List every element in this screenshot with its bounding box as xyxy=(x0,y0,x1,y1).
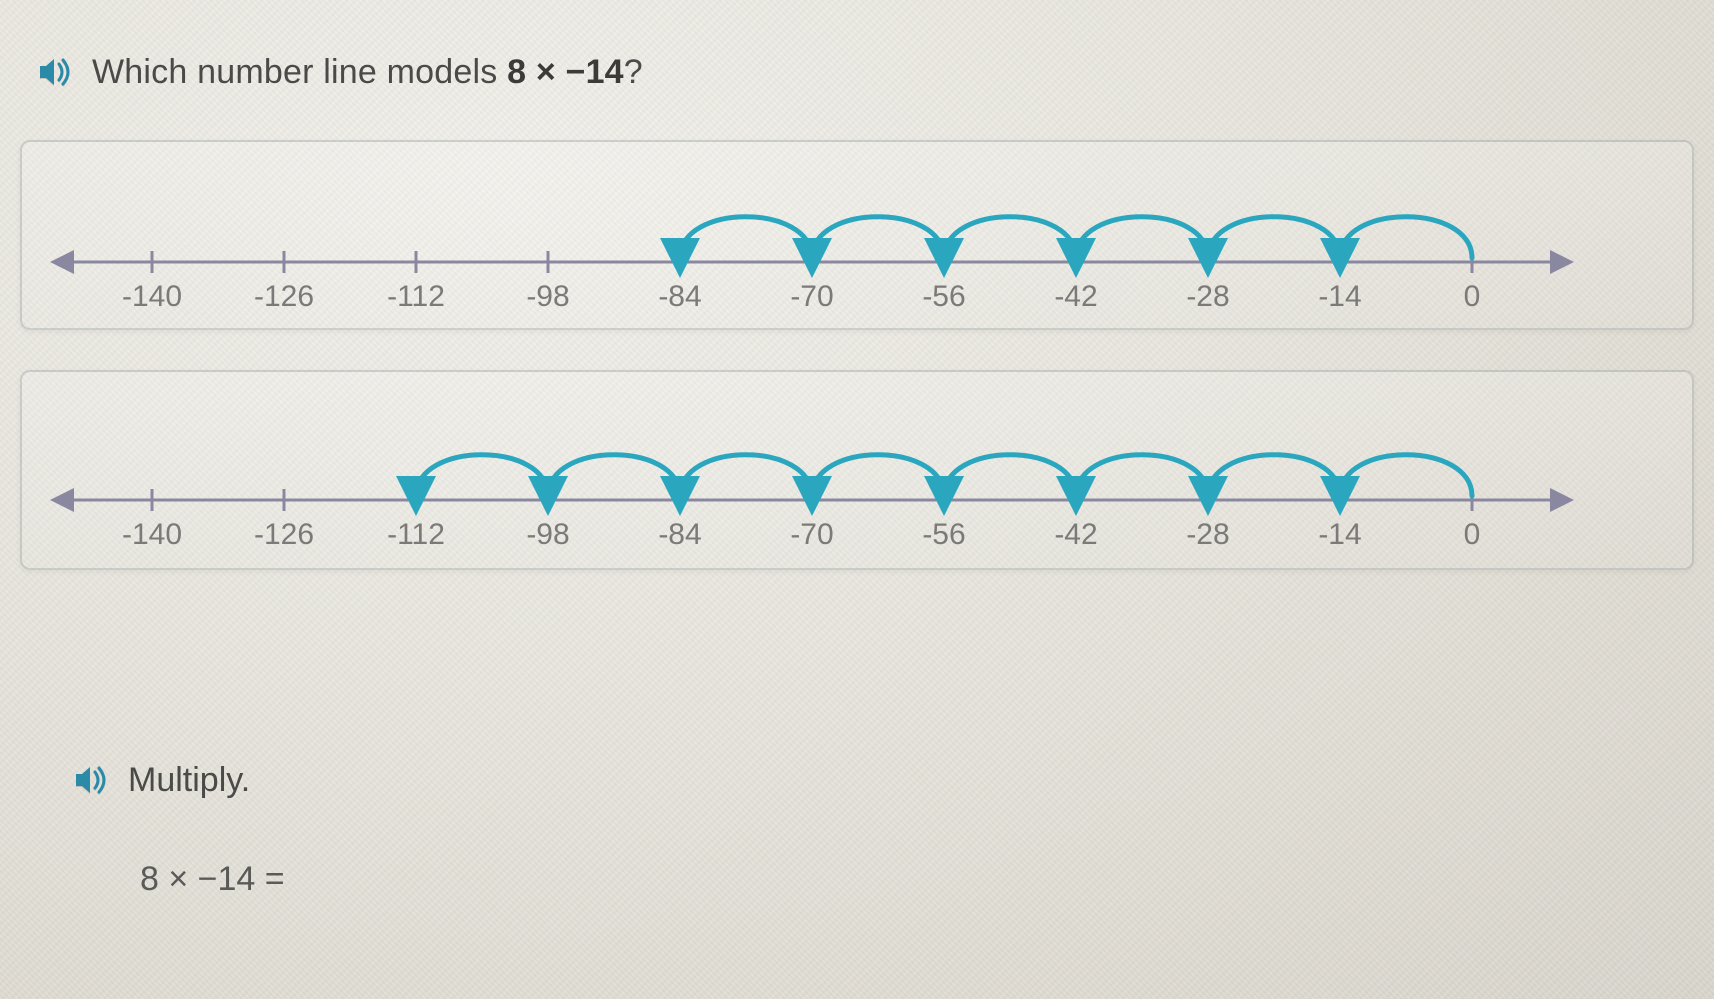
jump-arc xyxy=(812,217,944,258)
tick-label: -56 xyxy=(922,518,965,551)
multiply-row: Multiply. xyxy=(70,760,250,800)
tick-label: -140 xyxy=(122,280,182,313)
jump-arc xyxy=(1208,217,1340,258)
jump-arc xyxy=(680,217,812,258)
tick-label: -14 xyxy=(1318,280,1361,313)
question-suffix: ? xyxy=(624,53,643,91)
tick-label: -140 xyxy=(122,518,182,551)
tick-label: -14 xyxy=(1318,518,1361,551)
tick-label: -42 xyxy=(1054,280,1097,313)
number-line-svg: -140-126-112-98-84-70-56-42-28-140 xyxy=(22,142,1696,332)
question-expression: 8 × −14 xyxy=(507,53,624,91)
jump-arc xyxy=(812,455,944,496)
jump-arc xyxy=(1208,455,1340,496)
jump-arc xyxy=(944,217,1076,258)
jump-arc xyxy=(548,455,680,496)
tick-label: -28 xyxy=(1186,518,1229,551)
tick-label: 0 xyxy=(1464,518,1481,551)
number-line-option-a[interactable]: -140-126-112-98-84-70-56-42-28-140 xyxy=(20,140,1694,330)
tick-label: -126 xyxy=(254,280,314,313)
tick-label: -42 xyxy=(1054,518,1097,551)
jump-arc xyxy=(944,455,1076,496)
multiply-text: Multiply. xyxy=(128,761,250,800)
jump-arc xyxy=(1340,455,1472,496)
tick-label: -70 xyxy=(790,280,833,313)
tick-label: -98 xyxy=(526,280,569,313)
tick-label: 0 xyxy=(1464,280,1481,313)
question-prefix: Which number line models xyxy=(92,53,507,91)
tick-label: -126 xyxy=(254,518,314,551)
speaker-icon[interactable] xyxy=(70,760,110,800)
jump-arc xyxy=(1076,217,1208,258)
speaker-icon[interactable] xyxy=(34,52,74,92)
tick-label: -112 xyxy=(387,518,445,551)
jump-arc xyxy=(680,455,812,496)
tick-label: -84 xyxy=(658,280,701,313)
tick-label: -56 xyxy=(922,280,965,313)
tick-label: -98 xyxy=(526,518,569,551)
expression-line: 8 × −14 = xyxy=(140,860,285,899)
number-line-option-b[interactable]: -140-126-112-98-84-70-56-42-28-140 xyxy=(20,370,1694,570)
tick-label: -70 xyxy=(790,518,833,551)
jump-arc xyxy=(1340,217,1472,258)
tick-label: -28 xyxy=(1186,280,1229,313)
question-text: Which number line models 8 × −14? xyxy=(92,53,643,92)
jump-arc xyxy=(1076,455,1208,496)
jump-arc xyxy=(416,455,548,496)
tick-label: -84 xyxy=(658,518,701,551)
number-line-svg: -140-126-112-98-84-70-56-42-28-140 xyxy=(22,372,1696,572)
tick-label: -112 xyxy=(387,280,445,313)
question-row: Which number line models 8 × −14? xyxy=(34,52,643,92)
